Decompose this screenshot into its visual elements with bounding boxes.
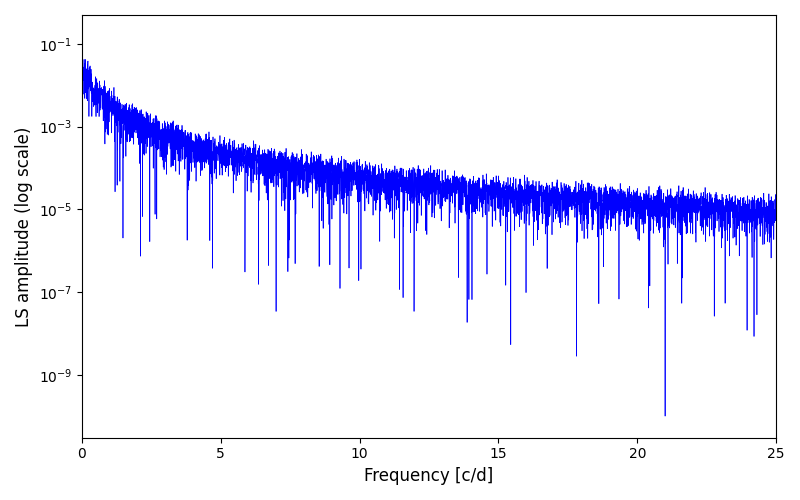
X-axis label: Frequency [c/d]: Frequency [c/d]: [364, 467, 494, 485]
Y-axis label: LS amplitude (log scale): LS amplitude (log scale): [15, 126, 33, 326]
